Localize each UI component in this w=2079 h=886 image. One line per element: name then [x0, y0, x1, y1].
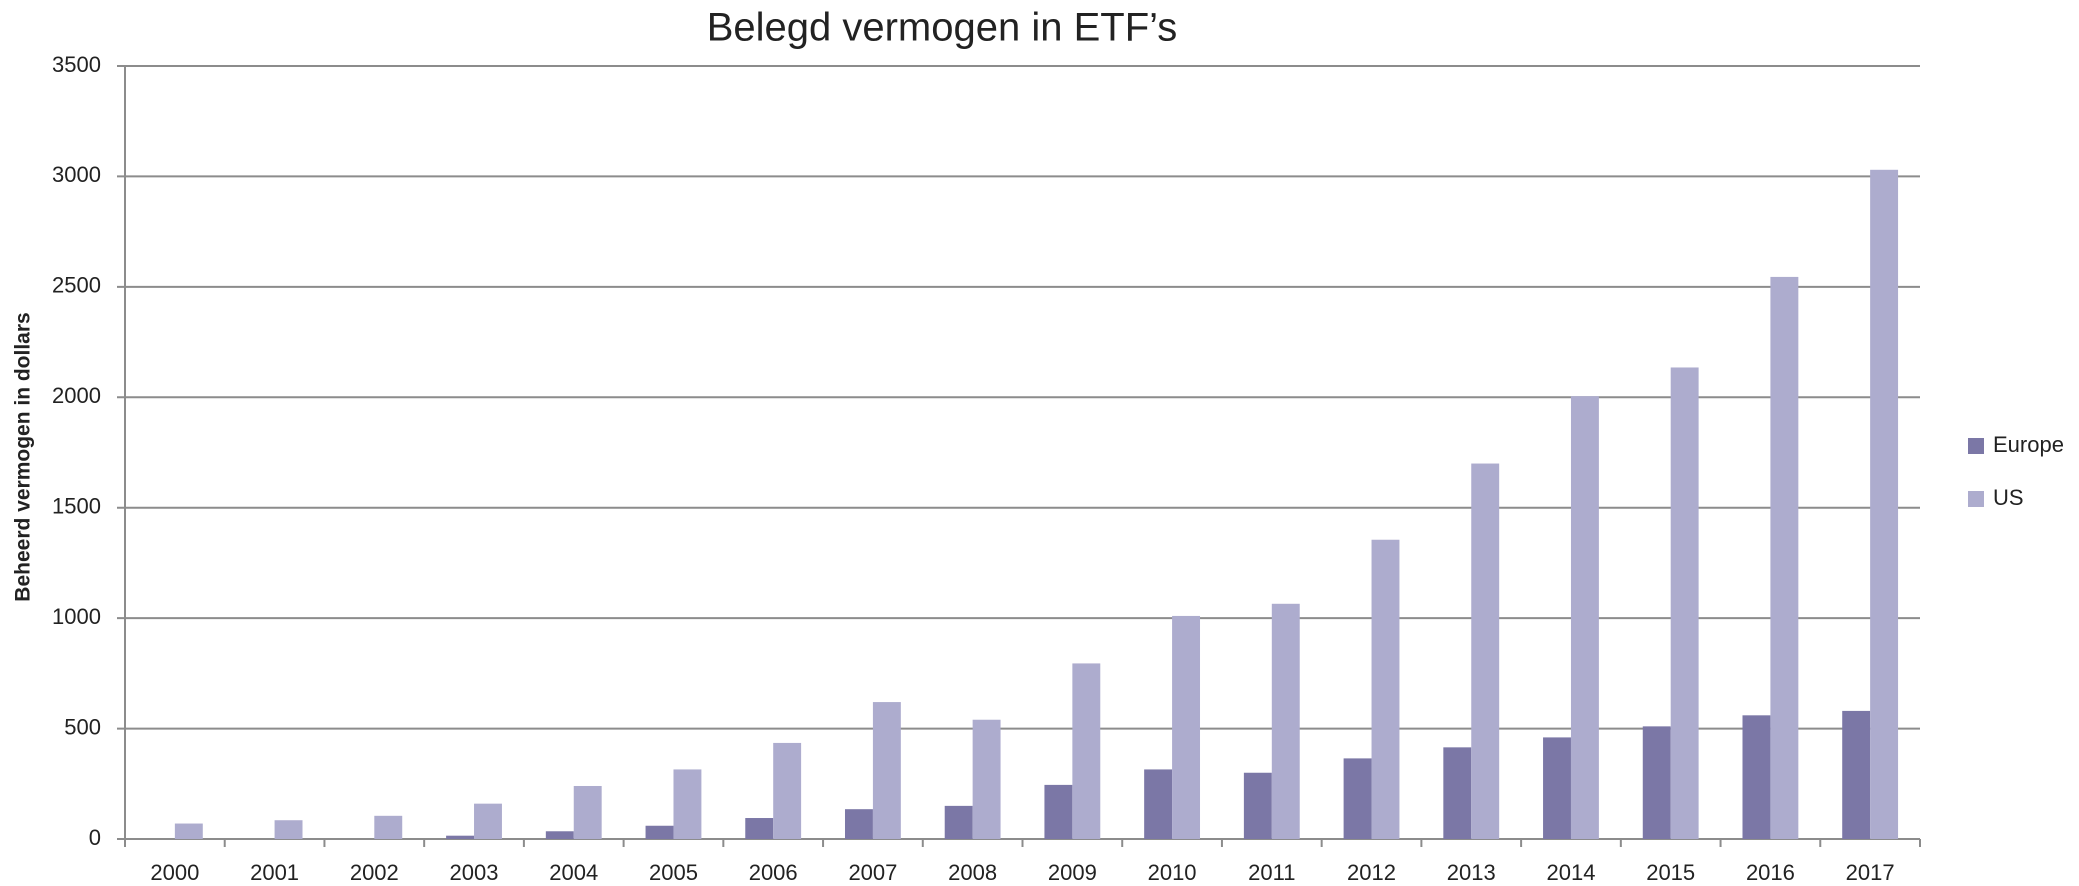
x-tick-label: 2011 [1248, 860, 1295, 885]
bar [274, 820, 303, 839]
bar [844, 809, 873, 839]
bar [1243, 772, 1272, 839]
bar [1742, 715, 1771, 839]
y-tick-label: 2000 [52, 383, 101, 408]
bar [446, 835, 475, 839]
x-tick-label: 2003 [450, 860, 499, 885]
bar [374, 815, 403, 839]
y-tick-label: 1500 [52, 494, 101, 519]
x-tick-label: 2013 [1447, 860, 1496, 885]
y-tick-label: 0 [89, 825, 101, 850]
bar [1842, 710, 1871, 839]
x-tick-label: 2017 [1846, 860, 1895, 885]
legend-swatch [1968, 438, 1984, 454]
x-tick-label: 2000 [150, 860, 199, 885]
bar [573, 785, 602, 839]
x-tick-label: 2010 [1148, 860, 1197, 885]
chart-title: Belegd vermogen in ETF’s [707, 6, 1178, 50]
bar [545, 831, 574, 839]
y-tick-label: 2500 [52, 273, 101, 298]
bar [1371, 539, 1400, 839]
bar [1343, 758, 1372, 839]
bar [174, 823, 203, 839]
bar [773, 742, 802, 839]
x-tick-label: 2005 [649, 860, 698, 885]
legend-label: Europe [1993, 432, 2064, 457]
bar [1271, 603, 1300, 839]
y-tick-label: 1000 [52, 604, 101, 629]
x-tick-label: 2002 [350, 860, 399, 885]
bar [1543, 737, 1571, 839]
bar [1570, 396, 1599, 839]
bar [1044, 784, 1073, 839]
bar [972, 719, 1001, 839]
bar [474, 803, 502, 839]
legend-swatch [1968, 491, 1984, 507]
bar [1144, 769, 1173, 839]
x-tick-label: 2009 [1048, 860, 1097, 885]
y-tick-label: 3000 [52, 162, 101, 187]
legend-label: US [1993, 485, 2024, 510]
bar [1072, 663, 1101, 839]
x-tick-label: 2016 [1746, 860, 1795, 885]
y-tick-label: 500 [64, 714, 101, 739]
bar [673, 769, 702, 839]
bar [872, 702, 901, 839]
y-tick-label: 3500 [52, 52, 101, 77]
x-tick-label: 2001 [250, 860, 299, 885]
y-axis-label: Beheerd vermogen in dollars [12, 312, 35, 601]
bar [1770, 276, 1799, 839]
x-tick-label: 2015 [1646, 860, 1695, 885]
bar [1642, 726, 1671, 839]
x-tick-label: 2004 [549, 860, 598, 885]
bar [1172, 615, 1201, 839]
bar [1670, 367, 1699, 839]
bar [1471, 463, 1500, 839]
bar [645, 825, 674, 839]
bar [1443, 747, 1472, 839]
x-tick-label: 2012 [1347, 860, 1396, 885]
x-tick-label: 2008 [948, 860, 997, 885]
bar [745, 818, 774, 839]
x-tick-label: 2006 [749, 860, 798, 885]
x-tick-label: 2007 [848, 860, 897, 885]
x-tick-label: 2014 [1546, 860, 1595, 885]
bar [944, 805, 973, 839]
bar [1870, 169, 1899, 839]
